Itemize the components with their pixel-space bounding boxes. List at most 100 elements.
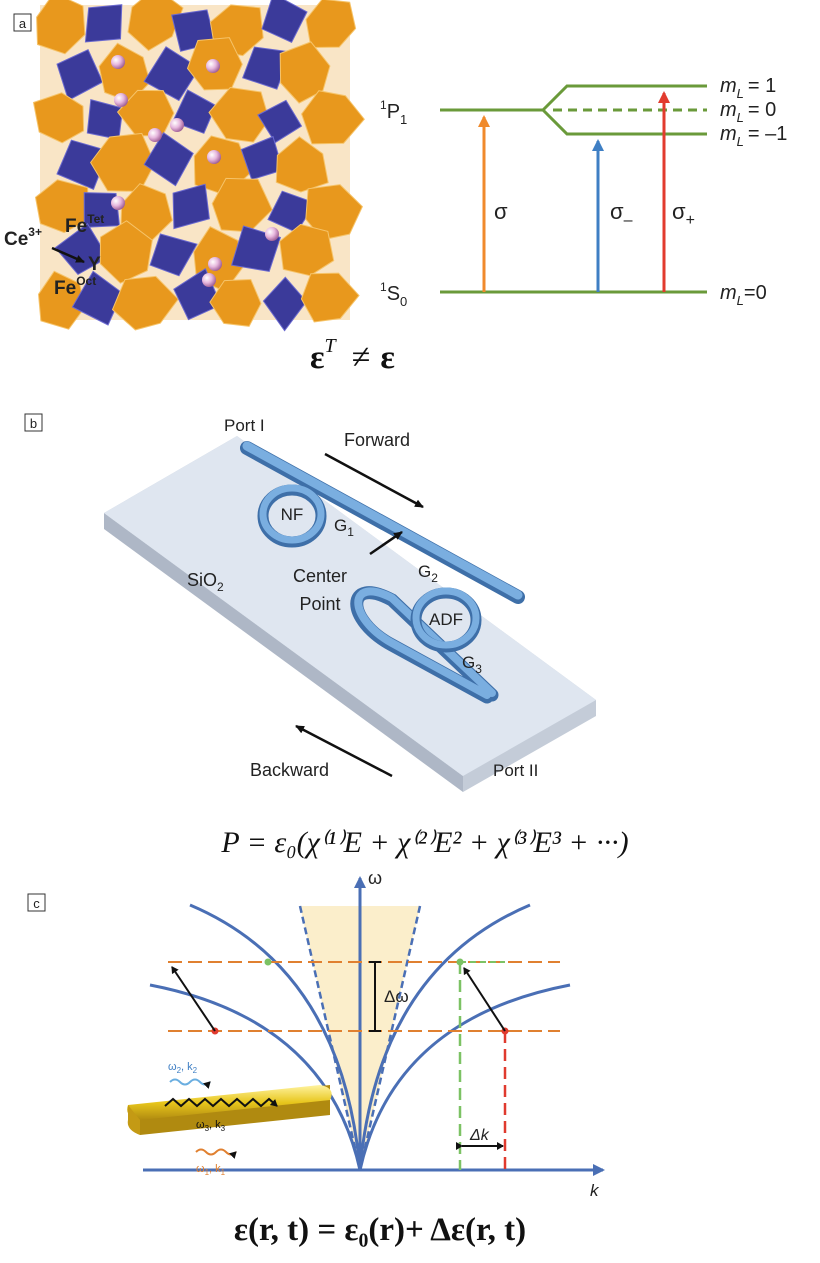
dodecahedron [279,223,335,277]
transition-arrow-right [463,967,506,1032]
center-point-arrow [369,530,403,556]
crystal-labels: Ce3+ FeTet Y FeOct [4,212,104,299]
nf-label: NF [281,505,304,524]
g3-sub: 3 [475,662,482,676]
octahedron [149,233,198,277]
ce-atom [111,55,125,69]
octahedron [257,99,303,144]
center-label-2: Point [299,594,340,614]
dodecahedron [32,92,85,144]
dispersion-upper-right [358,903,531,1171]
ce-atom [206,59,220,73]
center-label-1: Center [293,566,347,586]
forward-label: Forward [344,430,410,450]
dodecahedron [34,179,90,234]
ml-plus-value: = 1 [748,75,776,97]
ce-atom [265,227,279,241]
ml-symbol-3: m [720,123,737,145]
fe-tet-sup: Tet [87,212,104,226]
eq-a-eps2: ε [380,339,395,376]
ce-atom [202,273,216,287]
forward-arrow [324,452,424,509]
delta-omega-label: Δω [384,987,409,1006]
lower-level-label: S [387,283,400,305]
ml-symbol: m [720,75,737,97]
svg-text:mL= 1: mL = 1 [720,75,776,101]
dodecahedron [300,272,360,323]
nf-ring [259,484,325,544]
octahedron [172,183,210,230]
svg-text:G2: G2 [418,562,438,585]
svg-text:G1: G1 [334,516,354,539]
wave-label-1: ω3, k3 [196,1119,226,1133]
dodecahedron [305,0,357,49]
g2-sub: 2 [431,571,438,585]
ce-sup: 3+ [28,225,42,239]
svg-text:FeOct: FeOct [54,274,96,299]
ml-sub-2: L [737,110,744,125]
dodecahedron [208,86,270,143]
waveguides [240,441,525,704]
k-axis-label: k [590,1181,600,1200]
equation-a: εT ≠ ε [310,335,395,376]
dodecahedron [127,0,184,52]
point-omega3-left [264,958,272,966]
eq-a-sup: T [325,335,338,357]
omega-axis-label: ω [368,868,382,888]
panel-a-label-box [13,13,32,32]
port1-label: Port I [224,416,265,435]
svg-text:σ+: σ+ [672,199,695,229]
ml-sub: L [737,86,744,101]
sigma-label: σ [494,199,508,224]
panel-a: a Ce3+ FeTet Y FeOct [4,0,787,376]
dodecahedron [301,90,365,145]
dodecahedron [209,278,262,327]
adf-ring [412,587,480,649]
ce-atom [148,128,162,142]
wave-omega2 [169,1078,211,1090]
upper-sub: 1 [400,112,407,127]
sigma-minus-sub: – [624,212,633,229]
panel-a-label: a [19,16,27,31]
energy-level-diagram: σ σ– σ+ 1P1 1S0 mL = 1 mL = 0 mL = –1 mL=0 [380,75,787,309]
ml-sub-4: L [737,293,744,308]
ml-symbol-4: m [720,282,737,304]
upper-level-label: P [387,101,400,123]
lower-sub: 0 [400,294,407,309]
dispersion-upper-left [189,903,362,1171]
adf-label: ADF [429,610,463,629]
ce-arrow [51,246,85,264]
svg-text:Ce3+: Ce3+ [4,225,42,250]
ce-atom [111,196,125,210]
substrate [104,436,596,792]
sigma-plus-sub: + [686,212,695,229]
lower-pre: 1 [380,280,387,294]
level-ml-plus [541,84,707,112]
panel-b-label: b [30,416,37,431]
octahedron [240,135,284,181]
drop-waveguide [354,587,496,699]
octahedron [261,0,308,43]
fe-oct-sup: Oct [76,274,96,288]
panel-b-label-box [24,413,43,432]
wave-omega3 [164,1097,278,1108]
panel-c: c ω k Δω Δ [27,868,605,1248]
octahedron [84,4,123,43]
upper-pre: 1 [380,98,387,112]
dodecahedron [275,136,329,193]
svg-text:mL=0: mL=0 [720,282,767,308]
fe-oct-label: Fe [54,278,76,299]
svg-text:mL= 0: mL = 0 [720,99,776,125]
ml-sub-3: L [737,134,744,149]
octahedron [143,131,194,187]
equation-b: P = ε₀(χ⁽¹⁾E + χ⁽²⁾E² + χ⁽³⁾E³ + ···) [220,826,628,859]
y-label: Y [88,254,101,275]
svg-text:1S0: 1S0 [380,280,407,309]
fe-tet-label: Fe [65,216,87,237]
ce-atom [114,93,128,107]
wave-omega1 [195,1148,237,1160]
port2-label: Port II [493,761,538,780]
g2-label: G [418,562,431,581]
dodecahedron [99,220,153,284]
